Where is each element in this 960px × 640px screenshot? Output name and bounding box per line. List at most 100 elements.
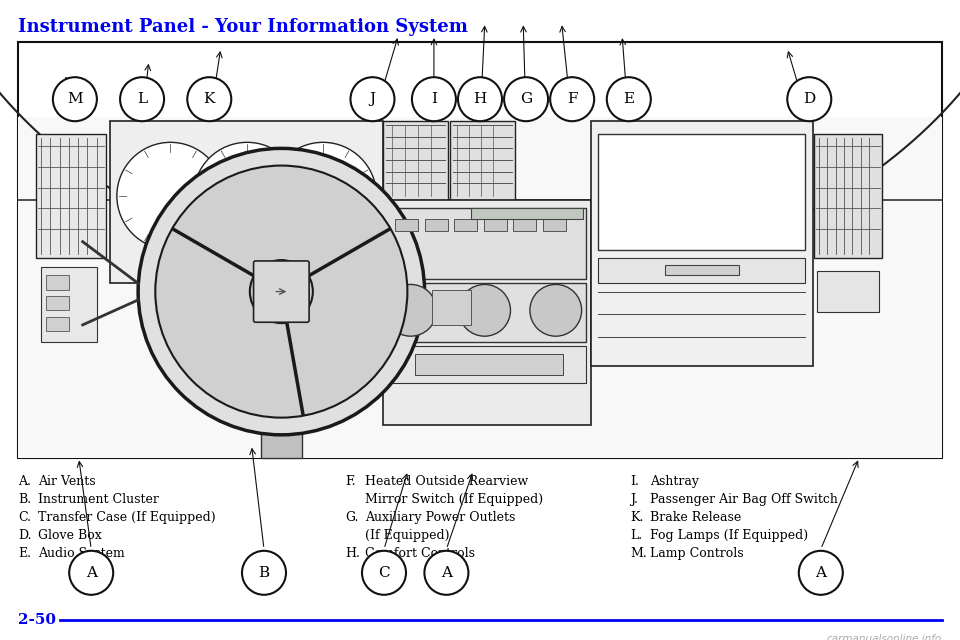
Text: C.: C.	[18, 511, 31, 524]
Circle shape	[117, 142, 224, 250]
Circle shape	[385, 284, 437, 336]
Text: Passenger Air Bag Off Switch: Passenger Air Bag Off Switch	[650, 493, 838, 506]
Text: M.: M.	[630, 547, 647, 560]
Circle shape	[138, 148, 424, 435]
Text: E.: E.	[18, 547, 31, 560]
Circle shape	[187, 77, 231, 121]
Text: Heated Outside Rearview: Heated Outside Rearview	[365, 475, 528, 488]
Bar	[46, 296, 69, 310]
Text: G: G	[520, 92, 532, 106]
Bar	[598, 259, 805, 284]
Text: B: B	[258, 566, 270, 580]
Circle shape	[607, 77, 651, 121]
Bar	[590, 121, 812, 367]
Bar	[514, 219, 537, 231]
Text: G.: G.	[345, 511, 358, 524]
Circle shape	[550, 77, 594, 121]
Bar	[261, 392, 301, 458]
Bar	[395, 219, 419, 231]
Circle shape	[412, 77, 456, 121]
Text: I.: I.	[630, 475, 638, 488]
Text: carmanualsonline.info: carmanualsonline.info	[827, 634, 942, 640]
Text: J: J	[370, 92, 375, 106]
Bar	[814, 134, 882, 259]
Circle shape	[194, 142, 300, 250]
Text: C: C	[378, 566, 390, 580]
Bar	[46, 275, 69, 289]
Bar	[432, 289, 470, 325]
Bar	[817, 271, 879, 312]
Bar	[36, 134, 106, 259]
Circle shape	[362, 551, 406, 595]
Circle shape	[350, 77, 395, 121]
Text: Comfort Controls: Comfort Controls	[365, 547, 475, 560]
Circle shape	[530, 284, 582, 336]
Text: Instrument Panel - Your Information System: Instrument Panel - Your Information Syst…	[18, 18, 468, 36]
Bar	[383, 121, 447, 200]
Text: Ashtray: Ashtray	[650, 475, 699, 488]
Bar	[450, 121, 516, 200]
Text: K.: K.	[630, 511, 643, 524]
Bar	[542, 219, 566, 231]
Circle shape	[504, 77, 548, 121]
Bar	[388, 346, 587, 383]
Text: (If Equipped): (If Equipped)	[365, 529, 449, 542]
Text: F.: F.	[345, 475, 355, 488]
Text: H.: H.	[345, 547, 360, 560]
Text: Air Vents: Air Vents	[38, 475, 96, 488]
Bar	[416, 354, 564, 375]
Text: L.: L.	[630, 529, 642, 542]
Circle shape	[424, 551, 468, 595]
Text: L: L	[137, 92, 147, 106]
Text: Glove Box: Glove Box	[38, 529, 102, 542]
Bar	[383, 200, 590, 425]
Bar	[388, 209, 587, 279]
Text: Brake Release: Brake Release	[650, 511, 741, 524]
Text: J.: J.	[630, 493, 637, 506]
Circle shape	[242, 551, 286, 595]
Circle shape	[120, 77, 164, 121]
Bar	[41, 267, 97, 342]
Text: Instrument Cluster: Instrument Cluster	[38, 493, 158, 506]
Text: Transfer Case (If Equipped): Transfer Case (If Equipped)	[38, 511, 216, 524]
Text: A: A	[85, 566, 97, 580]
Circle shape	[787, 77, 831, 121]
Text: 2-50: 2-50	[18, 613, 56, 627]
Circle shape	[459, 284, 511, 336]
Bar	[470, 209, 584, 219]
Text: A: A	[815, 566, 827, 580]
Text: F: F	[567, 92, 577, 106]
Bar	[598, 134, 805, 250]
Bar	[110, 121, 383, 284]
Text: Lamp Controls: Lamp Controls	[650, 547, 744, 560]
Text: D.: D.	[18, 529, 32, 542]
Circle shape	[458, 77, 502, 121]
Text: Mirror Switch (If Equipped): Mirror Switch (If Equipped)	[365, 493, 543, 506]
Text: A: A	[441, 566, 452, 580]
Circle shape	[53, 77, 97, 121]
Bar	[664, 264, 739, 275]
Bar	[18, 42, 942, 458]
Circle shape	[250, 260, 313, 323]
Bar	[388, 284, 587, 342]
Bar	[454, 219, 477, 231]
Text: K: K	[204, 92, 215, 106]
Text: B.: B.	[18, 493, 31, 506]
Circle shape	[799, 551, 843, 595]
FancyBboxPatch shape	[253, 261, 309, 323]
Text: I: I	[431, 92, 437, 106]
Text: M: M	[67, 92, 83, 106]
Bar	[484, 219, 507, 231]
Bar	[424, 219, 447, 231]
Circle shape	[270, 142, 376, 250]
Text: Auxiliary Power Outlets: Auxiliary Power Outlets	[365, 511, 516, 524]
Circle shape	[156, 166, 407, 418]
Text: Fog Lamps (If Equipped): Fog Lamps (If Equipped)	[650, 529, 808, 542]
Text: Audio System: Audio System	[38, 547, 125, 560]
Bar	[46, 317, 69, 331]
Text: A.: A.	[18, 475, 31, 488]
Bar	[18, 117, 942, 458]
Text: E: E	[623, 92, 635, 106]
Text: H: H	[473, 92, 487, 106]
Text: D: D	[804, 92, 815, 106]
